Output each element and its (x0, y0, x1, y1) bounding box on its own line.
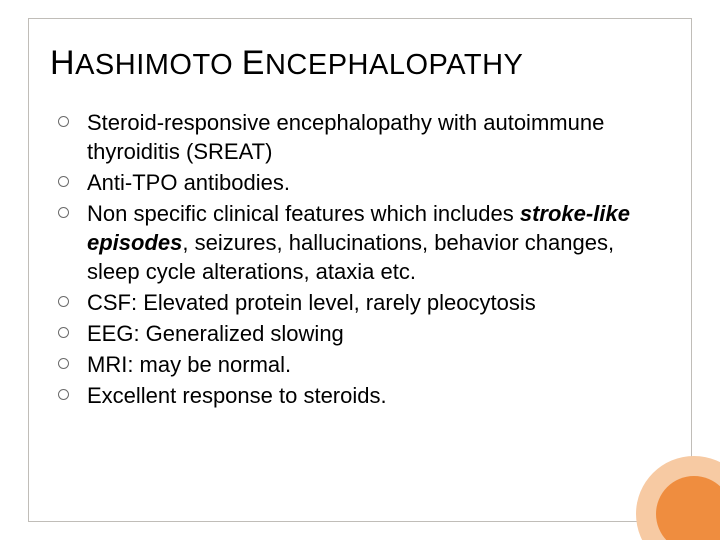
bullet-text: Steroid-responsive encephalopathy with a… (87, 108, 666, 166)
bullet-text: CSF: Elevated protein level, rarely pleo… (87, 288, 666, 317)
bullet-icon (58, 296, 69, 307)
bullet-icon (58, 358, 69, 369)
bullet-text: Non specific clinical features which inc… (87, 199, 666, 286)
list-item: Anti-TPO antibodies. (58, 168, 666, 197)
bullet-list: Steroid-responsive encephalopathy with a… (58, 108, 666, 412)
title-cap-e: E (242, 44, 265, 82)
bullet-text: Anti-TPO antibodies. (87, 168, 666, 197)
bullet-text: MRI: may be normal. (87, 350, 666, 379)
bullet-text: EEG: Generalized slowing (87, 319, 666, 348)
title-rest-2: NCEPHALOPATHY (265, 49, 523, 81)
slide-title: HASHIMOTO ENCEPHALOPATHY (50, 44, 523, 83)
decorative-circles (580, 400, 720, 540)
list-item: EEG: Generalized slowing (58, 319, 666, 348)
list-item: Excellent response to steroids. (58, 381, 666, 410)
title-rest-1: ASHIMOTO (75, 49, 233, 81)
bullet-icon (58, 116, 69, 127)
list-item: CSF: Elevated protein level, rarely pleo… (58, 288, 666, 317)
list-item: Steroid-responsive encephalopathy with a… (58, 108, 666, 166)
list-item: Non specific clinical features which inc… (58, 199, 666, 286)
list-item: MRI: may be normal. (58, 350, 666, 379)
bullet-icon (58, 176, 69, 187)
bullet-icon (58, 207, 69, 218)
bullet-icon (58, 389, 69, 400)
title-cap-h: H (50, 44, 75, 82)
bullet-icon (58, 327, 69, 338)
slide: HASHIMOTO ENCEPHALOPATHY Steroid-respons… (0, 0, 720, 540)
